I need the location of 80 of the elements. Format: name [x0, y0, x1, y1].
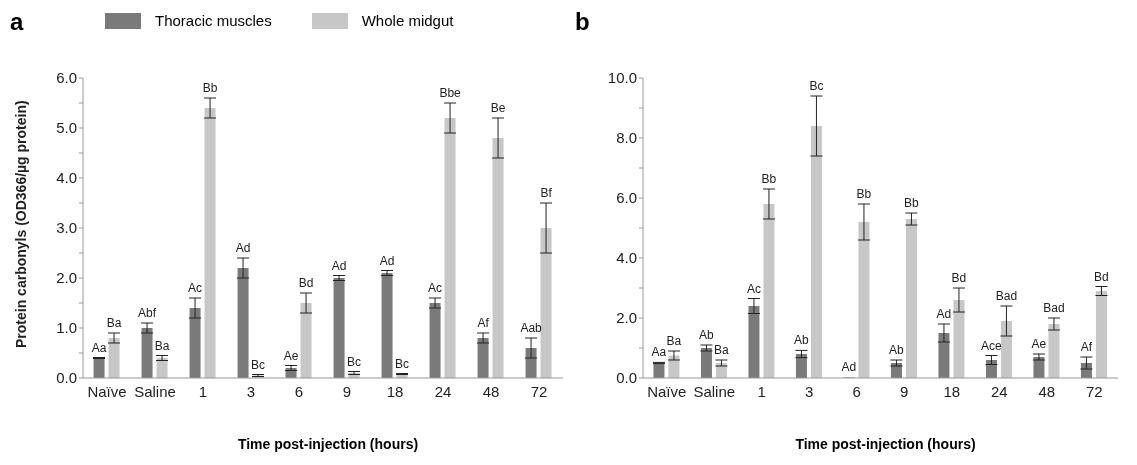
x-tick-label: 1 [757, 382, 766, 400]
x-tick-label: 1 [198, 382, 208, 400]
x-tick-label: 72 [1085, 382, 1103, 400]
data-label: Abf [138, 306, 157, 320]
data-label: Bc [395, 356, 410, 371]
x-tick-label: 3 [805, 382, 814, 400]
x-tick-label: 18 [943, 382, 961, 400]
data-label: Af [477, 316, 490, 330]
data-label: Bad [995, 289, 1018, 303]
data-label: Aab [520, 321, 543, 335]
x-axis-title: Time post-injection (hours) [794, 436, 977, 452]
data-label: Ab [889, 343, 905, 357]
y-tick-label: 6.0 [616, 189, 637, 207]
data-label: Be [490, 101, 506, 115]
x-tick-label: 48 [482, 382, 500, 400]
x-tick-label: 9 [342, 382, 352, 400]
data-label: Ab [794, 333, 810, 348]
y-tick-label: 2.0 [616, 309, 637, 327]
x-tick-label: 9 [900, 382, 909, 400]
y-tick-label: 0.0 [616, 369, 637, 387]
x-axis-title: Time post-injection (hours) [236, 436, 420, 452]
data-label: Ad [379, 253, 395, 268]
y-tick-label: 1.0 [56, 319, 77, 337]
chart-title: b [574, 8, 591, 36]
data-label: Ad [841, 360, 857, 375]
data-label: Bad [1043, 301, 1065, 315]
y-tick-label: 4.0 [616, 249, 637, 267]
x-tick-label: 3 [246, 382, 256, 400]
x-tick-label: Naïve [87, 382, 127, 400]
y-tick-label: 6.0 [56, 69, 77, 87]
y-tick-label: 10.0 [607, 69, 637, 87]
data-label: Bd [951, 271, 967, 285]
data-label: Af [1080, 340, 1093, 354]
x-tick-label: 72 [530, 382, 548, 400]
x-tick-label: Saline [134, 382, 176, 400]
x-tick-label: 6 [852, 382, 861, 400]
data-label: Ab [699, 328, 715, 342]
data-label: Aa [91, 340, 107, 355]
data-label: Bf [540, 186, 553, 200]
y-tick-label: 8.0 [616, 129, 637, 147]
data-label: Bb [904, 196, 920, 210]
data-label: Ae [283, 348, 299, 363]
data-label: Ad [936, 307, 952, 321]
data-label: Ad [331, 258, 347, 273]
chart-title: a [9, 8, 25, 36]
x-tick-label: Naïve [647, 382, 687, 400]
data-label: Ace [981, 338, 1003, 353]
data-label: Bb [202, 81, 218, 95]
data-label: Ad [235, 241, 251, 255]
y-tick-label: 0.0 [56, 369, 77, 387]
y-tick-label: 3.0 [56, 219, 77, 237]
y-tick-label: 2.0 [56, 269, 77, 287]
x-tick-label: 24 [434, 382, 452, 400]
y-tick-label: 5.0 [56, 119, 77, 137]
legend-label: Whole midgut [361, 12, 454, 29]
x-tick-label: 18 [386, 382, 404, 400]
data-label: Ac [188, 281, 203, 295]
x-tick-label: 48 [1038, 382, 1056, 400]
data-label: Ba [106, 316, 122, 330]
data-label: Aa [651, 345, 667, 360]
data-label: Bc [347, 354, 362, 369]
data-label: Bd [1094, 269, 1109, 284]
data-label: Ba [154, 338, 170, 353]
data-label: Bbe [439, 86, 462, 100]
data-label: Ae [1031, 337, 1047, 351]
data-label: Bb [761, 172, 777, 186]
data-label: Ba [666, 334, 682, 348]
data-label: Bd [298, 276, 314, 290]
x-tick-label: 24 [990, 382, 1008, 400]
data-label: Ac [428, 281, 443, 295]
y-axis-title: Protein carbonyls (OD366/µg protein) [12, 100, 29, 348]
data-label: Bc [809, 79, 824, 93]
data-label: Ba [714, 343, 730, 357]
data-label: Bc [251, 357, 266, 372]
data-label: Bb [856, 187, 872, 201]
x-tick-label: 6 [294, 382, 304, 400]
x-tick-label: Saline [693, 382, 736, 400]
y-tick-label: 4.0 [56, 169, 77, 187]
data-label: Ac [746, 281, 761, 296]
legend-label: Thoracic muscles [155, 12, 272, 29]
